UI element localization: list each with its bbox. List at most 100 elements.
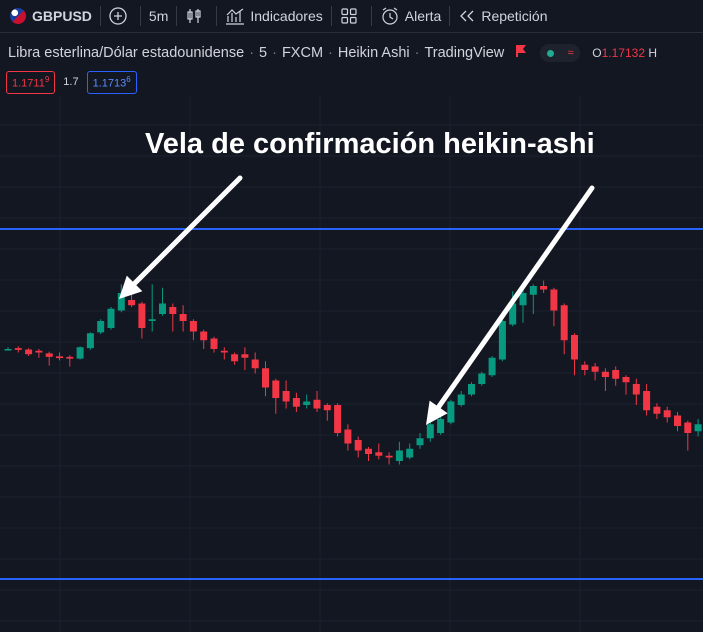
price-chart[interactable] bbox=[0, 95, 703, 632]
bull-candle bbox=[694, 424, 702, 432]
interval-label: 5m bbox=[148, 8, 169, 24]
bull-candle bbox=[86, 333, 94, 349]
symbol-label: GBPUSD bbox=[32, 8, 92, 24]
alert-button[interactable]: Alerta bbox=[372, 0, 450, 32]
bull-candle bbox=[76, 347, 84, 359]
bear-candle bbox=[200, 331, 208, 341]
symbol-search-button[interactable]: GBPUSD bbox=[0, 0, 100, 32]
buy-price: 1.1713 bbox=[92, 77, 127, 90]
bear-candle bbox=[591, 366, 599, 372]
bear-candle bbox=[560, 305, 568, 341]
bull-candle bbox=[488, 357, 496, 376]
annotation-title: Vela de confirmación heikin-ashi bbox=[145, 128, 595, 160]
buy-price-button[interactable]: 1.17136 bbox=[86, 71, 137, 94]
bear-candle bbox=[251, 359, 259, 369]
bear-candle bbox=[334, 405, 342, 433]
buy-price-pip: 6 bbox=[126, 75, 131, 84]
bull-candle bbox=[478, 373, 486, 384]
alert-label: Alerta bbox=[404, 8, 442, 24]
bear-candle bbox=[179, 314, 187, 321]
rewind-icon bbox=[458, 9, 476, 23]
bull-candle bbox=[159, 303, 166, 314]
bull-candle bbox=[457, 394, 465, 405]
sell-price-button[interactable]: 1.17119 bbox=[6, 71, 56, 94]
ohlc-high-label: H bbox=[648, 46, 658, 60]
bull-candle bbox=[509, 303, 517, 325]
interval-button[interactable]: 5m bbox=[141, 0, 176, 32]
legend-exchange: FXCM bbox=[281, 45, 324, 61]
bear-candle bbox=[385, 455, 393, 458]
bear-candle bbox=[571, 335, 578, 360]
legend-interval: 5 bbox=[259, 45, 268, 61]
annotation-arrow-shaft bbox=[132, 175, 243, 286]
bid-ask-panel: 1.17119 1.7 1.17136 bbox=[6, 71, 137, 94]
bear-candle bbox=[663, 410, 671, 418]
bull-candle bbox=[107, 308, 115, 328]
bear-candle bbox=[313, 399, 321, 409]
bear-candle bbox=[612, 370, 620, 379]
bear-candle bbox=[540, 286, 548, 290]
replay-label: Repetición bbox=[481, 8, 548, 24]
bear-candle bbox=[128, 300, 136, 306]
sell-price-pip: 9 bbox=[44, 75, 50, 84]
toolbar-divider bbox=[99, 6, 101, 26]
bear-candle bbox=[231, 354, 239, 362]
legend-source: TradingView bbox=[424, 45, 505, 61]
instrument-name: Libra esterlina/Dólar estadounidense bbox=[8, 45, 245, 61]
chart-legend: Libra esterlina/Dólar estadounidense · 5… bbox=[8, 44, 657, 62]
bear-candle bbox=[56, 356, 63, 359]
bull-candle bbox=[519, 293, 527, 306]
bull-candle bbox=[468, 384, 475, 395]
toolbar-divider bbox=[449, 6, 451, 26]
spread-value: 1.7 bbox=[63, 76, 79, 89]
bear-candle bbox=[622, 377, 630, 383]
bull-candle bbox=[416, 438, 424, 446]
bear-candle bbox=[643, 391, 651, 411]
bull-candle bbox=[395, 450, 403, 461]
bull-candle bbox=[148, 319, 156, 321]
bull-candle bbox=[437, 419, 445, 433]
legend-separator: · bbox=[249, 45, 255, 61]
layouts-button[interactable] bbox=[332, 0, 371, 32]
ohlc-open-value: 1.17132 bbox=[601, 46, 645, 60]
compare-button[interactable] bbox=[101, 0, 140, 32]
indicators-label: Indicadores bbox=[250, 8, 323, 24]
market-open-dot-icon bbox=[547, 49, 554, 57]
replay-button[interactable]: Repetición bbox=[450, 0, 555, 32]
legend-chart-type: Heikin Ashi bbox=[337, 45, 410, 61]
alarm-clock-icon bbox=[380, 6, 400, 26]
bull-candle bbox=[303, 401, 311, 405]
bear-candle bbox=[138, 303, 146, 328]
indicators-button[interactable]: Indicadores bbox=[217, 0, 330, 32]
bear-candle bbox=[282, 391, 290, 402]
bear-candle bbox=[241, 354, 249, 358]
indicators-icon bbox=[225, 7, 245, 25]
bear-candle bbox=[14, 348, 22, 350]
bear-candle bbox=[344, 429, 352, 444]
bear-candle bbox=[35, 350, 43, 353]
bull-candle bbox=[426, 424, 434, 439]
bear-candle bbox=[365, 448, 372, 454]
ohlc-open-label: O bbox=[592, 46, 602, 60]
legend-separator: · bbox=[328, 45, 333, 61]
bear-candle bbox=[601, 371, 609, 377]
annotation-arrow-shaft bbox=[436, 185, 595, 410]
bear-candle bbox=[354, 440, 362, 451]
flag-icon[interactable] bbox=[514, 44, 528, 62]
currency-flag-icon bbox=[10, 8, 26, 24]
bear-candle bbox=[632, 384, 640, 395]
bear-candle bbox=[292, 398, 300, 407]
chart-type-button[interactable] bbox=[177, 0, 216, 32]
plus-circle-icon bbox=[109, 7, 127, 25]
bull-candle bbox=[406, 448, 414, 458]
market-status-pill[interactable]: ≈ bbox=[540, 44, 581, 62]
candles-icon bbox=[185, 7, 203, 25]
bull-candle bbox=[117, 293, 125, 311]
bear-candle bbox=[210, 338, 218, 349]
bear-candle bbox=[189, 321, 197, 332]
annotation-arrow-head bbox=[426, 400, 448, 425]
bear-candle bbox=[684, 422, 692, 433]
bear-candle bbox=[674, 415, 681, 426]
toolbar-divider bbox=[139, 6, 141, 26]
top-toolbar: GBPUSD 5m Indicadores Alerta bbox=[0, 0, 703, 33]
